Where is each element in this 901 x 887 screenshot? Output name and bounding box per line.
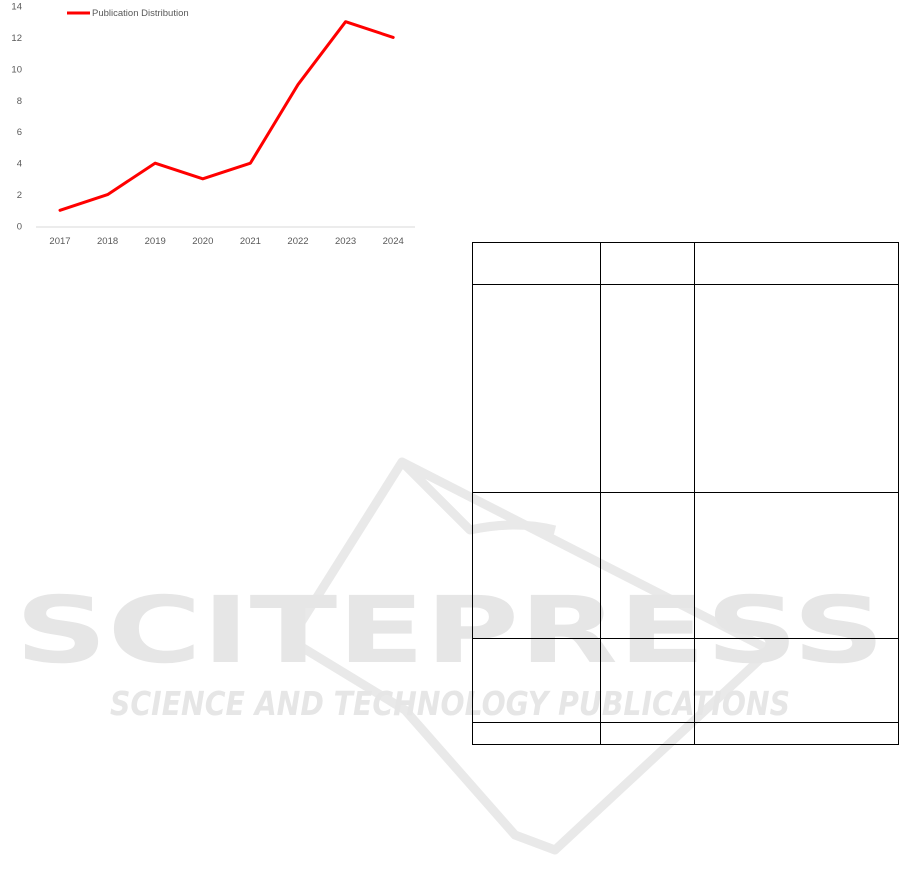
- x-tick-label: 2023: [335, 236, 356, 247]
- table-cell: [472, 638, 601, 723]
- x-tick-label: 2021: [240, 236, 261, 247]
- table-row: [472, 284, 899, 493]
- series-line: [58, 20, 395, 212]
- y-tick-label: 2: [17, 190, 22, 201]
- table-cell: [694, 638, 899, 723]
- data-point-2024: [392, 36, 394, 38]
- table-cell: [600, 722, 695, 745]
- table-row: [472, 638, 899, 723]
- legend: Publication Distribution: [67, 8, 189, 19]
- table-cell: [472, 242, 601, 285]
- table-cell: [694, 492, 899, 639]
- data-point-2022: [297, 84, 299, 86]
- y-tick-label: 4: [17, 159, 22, 170]
- table-cell: [600, 284, 695, 493]
- data-point-2017: [59, 209, 61, 211]
- x-tick-label: 2024: [383, 236, 404, 247]
- table-cell: [694, 722, 899, 745]
- x-tick-label: 2020: [192, 236, 213, 247]
- y-tick-label: 12: [11, 33, 22, 44]
- table-cell: [472, 492, 601, 639]
- table-cell: [600, 638, 695, 723]
- data-point-2019: [154, 162, 156, 164]
- data-point-2020: [202, 178, 204, 180]
- data-table: [472, 242, 899, 745]
- data-point-2023: [345, 21, 347, 23]
- publication-distribution-chart: 0 2 4 6 8 10 12 14 2017 2018 2019 2020 2021 2022 2023…: [11, 2, 415, 247]
- y-tick-label: 14: [11, 2, 22, 13]
- x-tick-label: 2019: [145, 236, 166, 247]
- table-cell: [694, 242, 899, 285]
- y-tick-label: 6: [17, 127, 22, 138]
- x-tick-label: 2022: [287, 236, 308, 247]
- x-tick-label: 2018: [97, 236, 118, 247]
- table-cell: [694, 284, 899, 493]
- table-row: [472, 492, 899, 639]
- table-cell: [600, 242, 695, 285]
- data-point-2018: [107, 194, 109, 196]
- data-point-2021: [249, 162, 251, 164]
- table-cell: [472, 722, 601, 745]
- table-cell: [472, 284, 601, 493]
- y-tick-label: 10: [11, 64, 22, 75]
- legend-label: Publication Distribution: [92, 8, 189, 19]
- y-tick-label: 8: [17, 96, 22, 107]
- table-header-row: [472, 242, 899, 285]
- y-tick-label: 0: [17, 222, 22, 233]
- x-tick-label: 2017: [49, 236, 70, 247]
- table-cell: [600, 492, 695, 639]
- table-row: [472, 722, 899, 745]
